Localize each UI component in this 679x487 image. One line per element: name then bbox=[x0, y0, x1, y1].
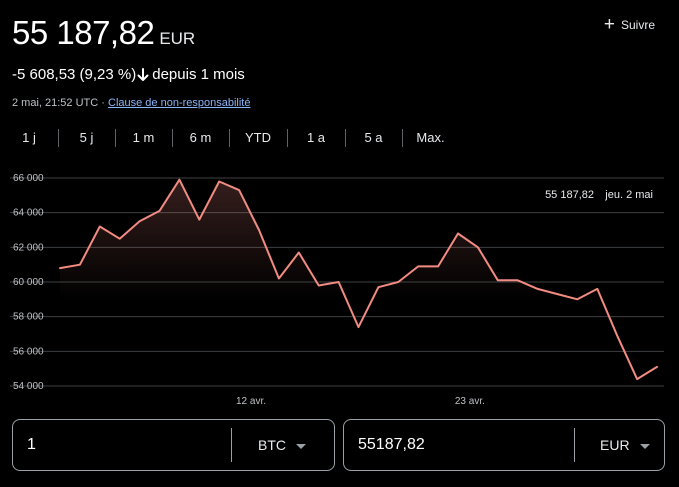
tooltip-value: 55 187,82 bbox=[545, 189, 594, 201]
price-row: 55 187,82 EUR bbox=[12, 14, 195, 52]
range-tab[interactable]: 1 a bbox=[287, 128, 345, 148]
range-tab[interactable]: 1 m bbox=[115, 128, 172, 148]
range-tab[interactable]: 5 j bbox=[58, 128, 115, 148]
range-tab[interactable]: 5 a bbox=[345, 128, 402, 148]
follow-label: Suivre bbox=[620, 18, 655, 32]
converter-to: 55187,82 EUR bbox=[343, 419, 665, 471]
range-tab[interactable]: Max. bbox=[402, 128, 459, 148]
price-currency: EUR bbox=[159, 29, 196, 48]
converter-from: 1 BTC bbox=[12, 419, 335, 471]
price-line bbox=[59, 178, 658, 381]
from-unit-select[interactable]: BTC bbox=[232, 437, 334, 453]
current-price: 55 187,82 bbox=[12, 14, 155, 51]
y-tick-label: 60 000 bbox=[13, 277, 44, 288]
price-chart[interactable]: 54 000 56 000 58 000 60 000 62 000 64 000 66 0… bbox=[0, 160, 679, 412]
y-tick-label: 64 000 bbox=[13, 208, 44, 219]
to-unit-select[interactable]: EUR bbox=[575, 437, 664, 453]
change-value: -5 608,53 (9,23 %) bbox=[12, 66, 137, 83]
meta-separator: · bbox=[101, 97, 105, 109]
tooltip-date: jeu. 2 mai bbox=[604, 189, 653, 201]
y-tick-label: 56 000 bbox=[13, 346, 44, 357]
change-period: depuis 1 mois bbox=[152, 66, 245, 83]
y-tick-label: 58 000 bbox=[13, 312, 44, 323]
price-change: -5 608,53 (9,23 %) depuis 1 mois bbox=[12, 66, 245, 83]
x-tick-label: 12 avr. bbox=[236, 396, 266, 407]
x-tick-label: 23 avr. bbox=[455, 396, 485, 407]
y-tick-label: 66 000 bbox=[13, 173, 44, 184]
to-unit-label: EUR bbox=[600, 437, 630, 453]
from-amount-input[interactable]: 1 bbox=[27, 436, 36, 453]
timestamp: 2 mai, 21:52 UTC bbox=[12, 97, 99, 109]
chevron-down-icon bbox=[639, 443, 650, 449]
arrow-down-icon bbox=[137, 67, 149, 82]
range-tab[interactable]: 6 m bbox=[172, 128, 229, 148]
y-tick-label: 62 000 bbox=[13, 242, 44, 253]
range-tab[interactable]: 1 j bbox=[22, 130, 36, 145]
disclaimer-link[interactable]: Clause de non-responsabilité bbox=[108, 97, 251, 109]
converter-divider bbox=[231, 428, 232, 462]
chevron-down-icon bbox=[296, 443, 306, 449]
from-unit-label: BTC bbox=[258, 437, 286, 453]
follow-button[interactable]: + Suivre bbox=[603, 14, 655, 35]
to-amount-input[interactable]: 55187,82 bbox=[358, 436, 425, 453]
range-tab[interactable]: YTD bbox=[229, 128, 287, 148]
plus-icon: + bbox=[603, 14, 615, 35]
timestamp-row: 2 mai, 21:52 UTC · Clause de non-respons… bbox=[12, 97, 250, 109]
y-tick-label: 54 000 bbox=[13, 381, 44, 392]
chart-area-fill bbox=[60, 179, 657, 302]
converter-divider bbox=[574, 428, 575, 462]
